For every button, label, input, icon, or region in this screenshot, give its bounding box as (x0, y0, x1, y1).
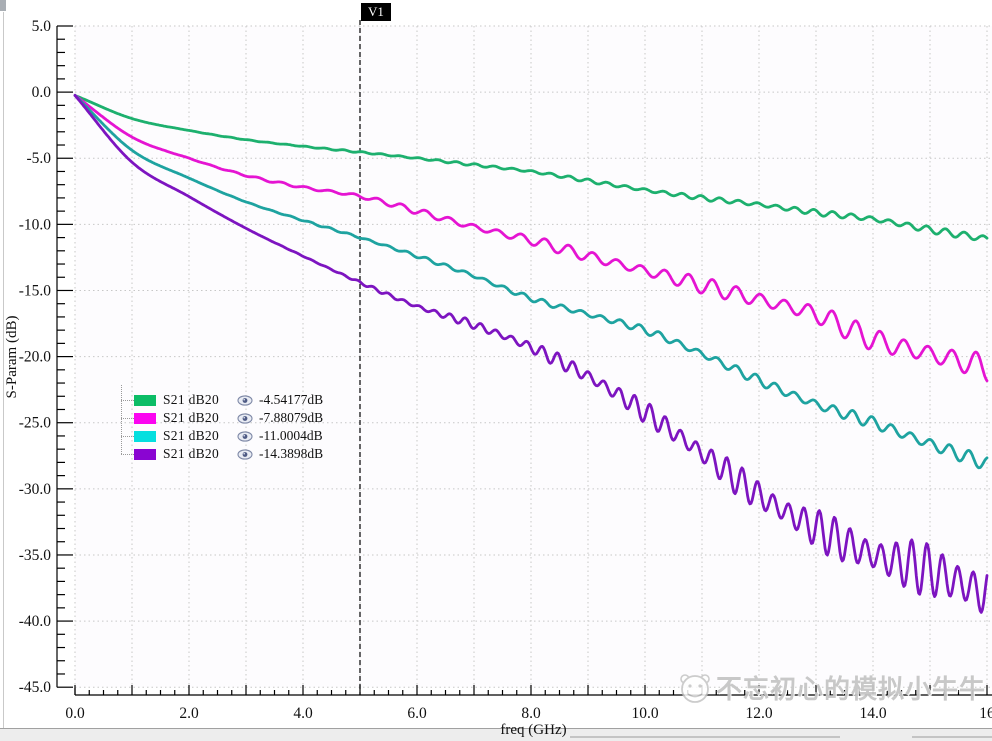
trace-legend: S21 dB20 -4.54177dB S21 dB20 (118, 391, 323, 463)
x-tick-label: 12.0 (745, 705, 772, 722)
trace-s21-db20[interactable] (73, 94, 989, 383)
x-tick-label: 10.0 (631, 705, 658, 722)
legend-tree-connector (121, 399, 134, 401)
x-tick-label: 0.0 (65, 705, 85, 722)
x-tick-label: 14.0 (859, 705, 886, 722)
legend-tree-connector (121, 435, 134, 437)
trace-s21-db20[interactable] (73, 94, 989, 242)
legend-row[interactable]: S21 dB20 -7.88079dB (118, 409, 323, 427)
legend-tree-connector (121, 417, 134, 419)
trace-name: S21 dB20 (163, 446, 220, 461)
y-tick-label: -10.0 (19, 216, 52, 233)
y-tick-label: -15.0 (19, 282, 52, 299)
marker-v1-flag[interactable]: V1 (361, 3, 391, 21)
legend-row[interactable]: S21 dB20 -4.54177dB (118, 391, 323, 409)
window-bottom-border-segment (570, 736, 840, 738)
cow-face-icon (680, 673, 710, 703)
eye-icon[interactable] (237, 430, 253, 442)
eye-icon[interactable] (237, 448, 253, 460)
marker-readout-value: -14.3898dB (259, 446, 324, 461)
y-tick-label: -40.0 (19, 613, 52, 630)
window-corner-fragment (0, 0, 6, 11)
y-tick-label: 0.0 (32, 84, 52, 101)
legend-row[interactable]: S21 dB20 -14.3898dB (118, 445, 323, 463)
legend-row[interactable]: S21 dB20 -11.0004dB (118, 427, 323, 445)
x-tick-label: 4.0 (293, 705, 313, 722)
window-bottom-border-segment (912, 736, 992, 738)
y-tick-label: -30.0 (19, 481, 52, 498)
legend-tree-line (121, 385, 122, 454)
trace-color-swatch (134, 430, 156, 442)
y-axis-title: S-Param (dB) (4, 316, 20, 399)
trace-color-swatch (134, 448, 156, 460)
trace-s21-db20[interactable] (73, 94, 989, 614)
y-tick-label: -35.0 (19, 547, 52, 564)
window-left-border (3, 12, 4, 738)
trace-color-swatch (134, 394, 156, 406)
y-tick-label: -20.0 (19, 349, 52, 366)
trace-name: S21 dB20 (163, 428, 220, 443)
watermark: 不忘初心的模拟小牛牛 (678, 669, 986, 706)
x-tick-label: 6.0 (407, 705, 427, 722)
eye-icon[interactable] (237, 412, 253, 424)
x-tick-label: 16 (979, 705, 992, 722)
x-tick-label: 2.0 (179, 705, 199, 722)
trace-color-swatch (134, 412, 156, 424)
window-bottom-strip (0, 728, 992, 741)
trace-s21-db20[interactable] (73, 94, 989, 470)
marker-readout-value: -4.54177dB (259, 392, 324, 407)
legend-tree-connector (121, 453, 134, 455)
axes (56, 25, 992, 696)
y-tick-label: 5.0 (32, 18, 52, 35)
eye-icon[interactable] (237, 394, 253, 406)
trace-name: S21 dB20 (163, 410, 220, 425)
y-tick-label: -45.0 (19, 679, 52, 696)
trace-name: S21 dB20 (163, 392, 220, 407)
watermark-text: 不忘初心的模拟小牛牛 (716, 675, 987, 705)
y-tick-label: -25.0 (19, 415, 52, 432)
x-tick-label: 8.0 (521, 705, 541, 722)
marker-readout-value: -7.88079dB (259, 410, 324, 425)
y-tick-label: -5.0 (26, 150, 51, 167)
x-axis-title: freq (GHz) (500, 722, 567, 738)
marker-readout-value: -11.0004dB (259, 428, 323, 443)
